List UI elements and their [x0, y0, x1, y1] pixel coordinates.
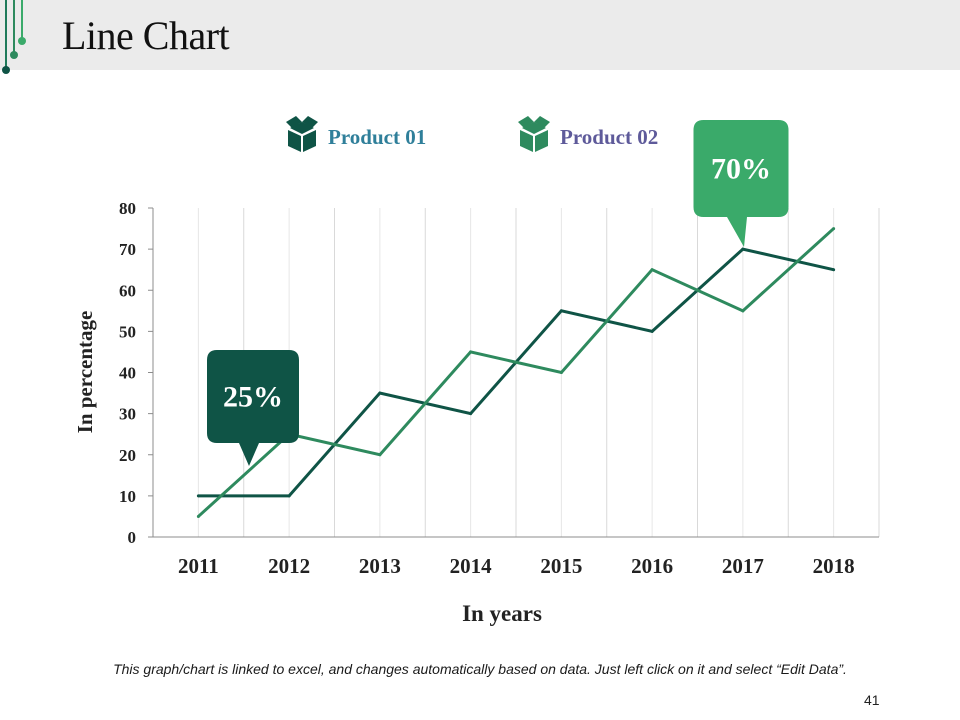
- data-point: [650, 329, 654, 333]
- y-tick-label: 60: [119, 281, 136, 300]
- data-point: [559, 371, 563, 374]
- y-axis-title: In percentage: [73, 311, 97, 434]
- x-tick-label: 2014: [450, 554, 493, 578]
- data-point: [559, 309, 563, 313]
- title-bar: [0, 0, 960, 70]
- y-tick-label: 50: [119, 322, 136, 341]
- data-point: [378, 391, 382, 395]
- box-icon: [286, 116, 318, 152]
- data-point: [741, 247, 745, 251]
- y-tick-label: 30: [119, 405, 136, 424]
- data-point: [378, 453, 382, 457]
- line-chart: 0 10 20 30 40 50 60 70 80 2011 2012 2013 2014 2015 201…: [73, 120, 880, 626]
- x-axis-title: In years: [462, 601, 542, 626]
- x-tick-label: 2018: [813, 554, 855, 578]
- data-point: [469, 412, 473, 416]
- legend-label-product-02: Product 02: [560, 125, 659, 149]
- callout-bubble: [693, 120, 789, 247]
- data-point: [741, 309, 745, 313]
- callout-bubble: [207, 350, 299, 466]
- x-tick-label: 2011: [178, 554, 219, 578]
- y-tick-label: 80: [119, 199, 136, 218]
- page-number: 41: [864, 692, 880, 708]
- y-tick-label: 20: [119, 446, 136, 465]
- box-icon: [518, 116, 550, 152]
- data-point: [287, 494, 291, 498]
- callout-label: 70%: [711, 153, 771, 186]
- decorative-lines: [2, 0, 26, 74]
- data-point: [196, 494, 200, 498]
- callout-label: 25%: [223, 381, 283, 414]
- chart-legend: Product 01 Product 02: [284, 114, 704, 158]
- footnote: This graph/chart is linked to excel, and…: [113, 661, 847, 677]
- page-title: Line Chart: [62, 13, 230, 58]
- legend-label-product-01: Product 01: [328, 125, 427, 149]
- x-tick-label: 2012: [268, 554, 310, 578]
- data-point: [832, 227, 836, 231]
- x-tick-label: 2013: [359, 554, 401, 578]
- x-tick-label: 2015: [540, 554, 582, 578]
- y-tick-label: 70: [119, 240, 136, 259]
- series-line-2: [197, 227, 835, 518]
- y-tick-label: 0: [128, 528, 137, 547]
- data-point: [650, 268, 654, 272]
- data-point: [832, 268, 836, 272]
- y-tick-label: 10: [119, 487, 136, 506]
- x-tick-label: 2016: [631, 554, 673, 578]
- data-point: [196, 514, 200, 518]
- y-tick-label: 40: [119, 364, 136, 383]
- data-point: [469, 350, 473, 354]
- x-tick-label: 2017: [722, 554, 764, 578]
